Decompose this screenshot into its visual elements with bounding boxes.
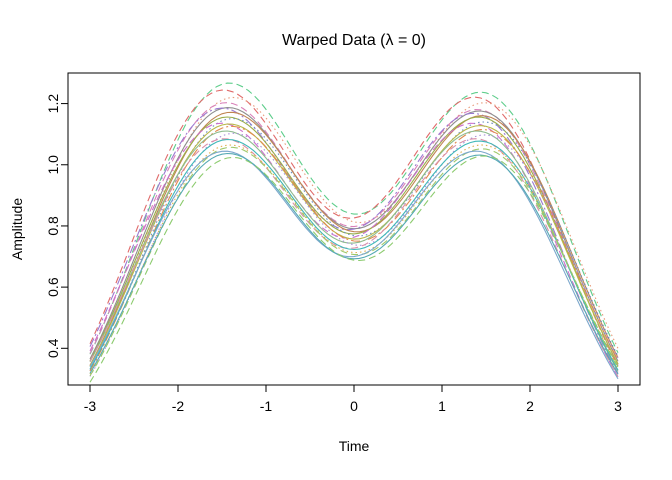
x-tick-label: 0 [350, 398, 358, 414]
series-orange-dashdot [89, 125, 619, 372]
x-tick-label: -3 [84, 398, 97, 414]
y-tick-label: 1.0 [45, 155, 61, 175]
y-tick-label: 0.8 [45, 216, 61, 236]
series-blue-dotted [89, 117, 619, 371]
series-green-solid [89, 130, 619, 372]
chart-title: Warped Data (λ = 0) [282, 32, 426, 49]
series-magenta-dashed [89, 122, 619, 378]
series-rose-dashed [89, 138, 619, 377]
x-tick-label: 1 [438, 398, 446, 414]
series-red-dashed [89, 89, 619, 367]
y-tick-label: 0.6 [45, 277, 61, 297]
series-brown-solid [89, 111, 619, 366]
series-cyan-solid [89, 138, 619, 371]
series-teal-solid [89, 152, 619, 375]
y-tick-label: 1.2 [45, 94, 61, 114]
series-lightgreen-dashed-bottom [89, 155, 619, 383]
x-axis-label: Time [338, 438, 370, 454]
x-tick-label: -2 [172, 398, 185, 414]
series-pink-dashed [89, 102, 619, 365]
series-green-dashed-top [89, 82, 619, 355]
x-tick-label: 2 [526, 398, 534, 414]
series-olive-solid [89, 116, 619, 365]
x-tick-label: 3 [614, 398, 622, 414]
series-salmon-dotted [89, 96, 619, 367]
series-lightblue-solid [89, 150, 619, 380]
y-tick-label: 0.4 [45, 338, 61, 358]
x-tick-label: -1 [260, 398, 273, 414]
series-purple-dashdot [89, 107, 619, 374]
